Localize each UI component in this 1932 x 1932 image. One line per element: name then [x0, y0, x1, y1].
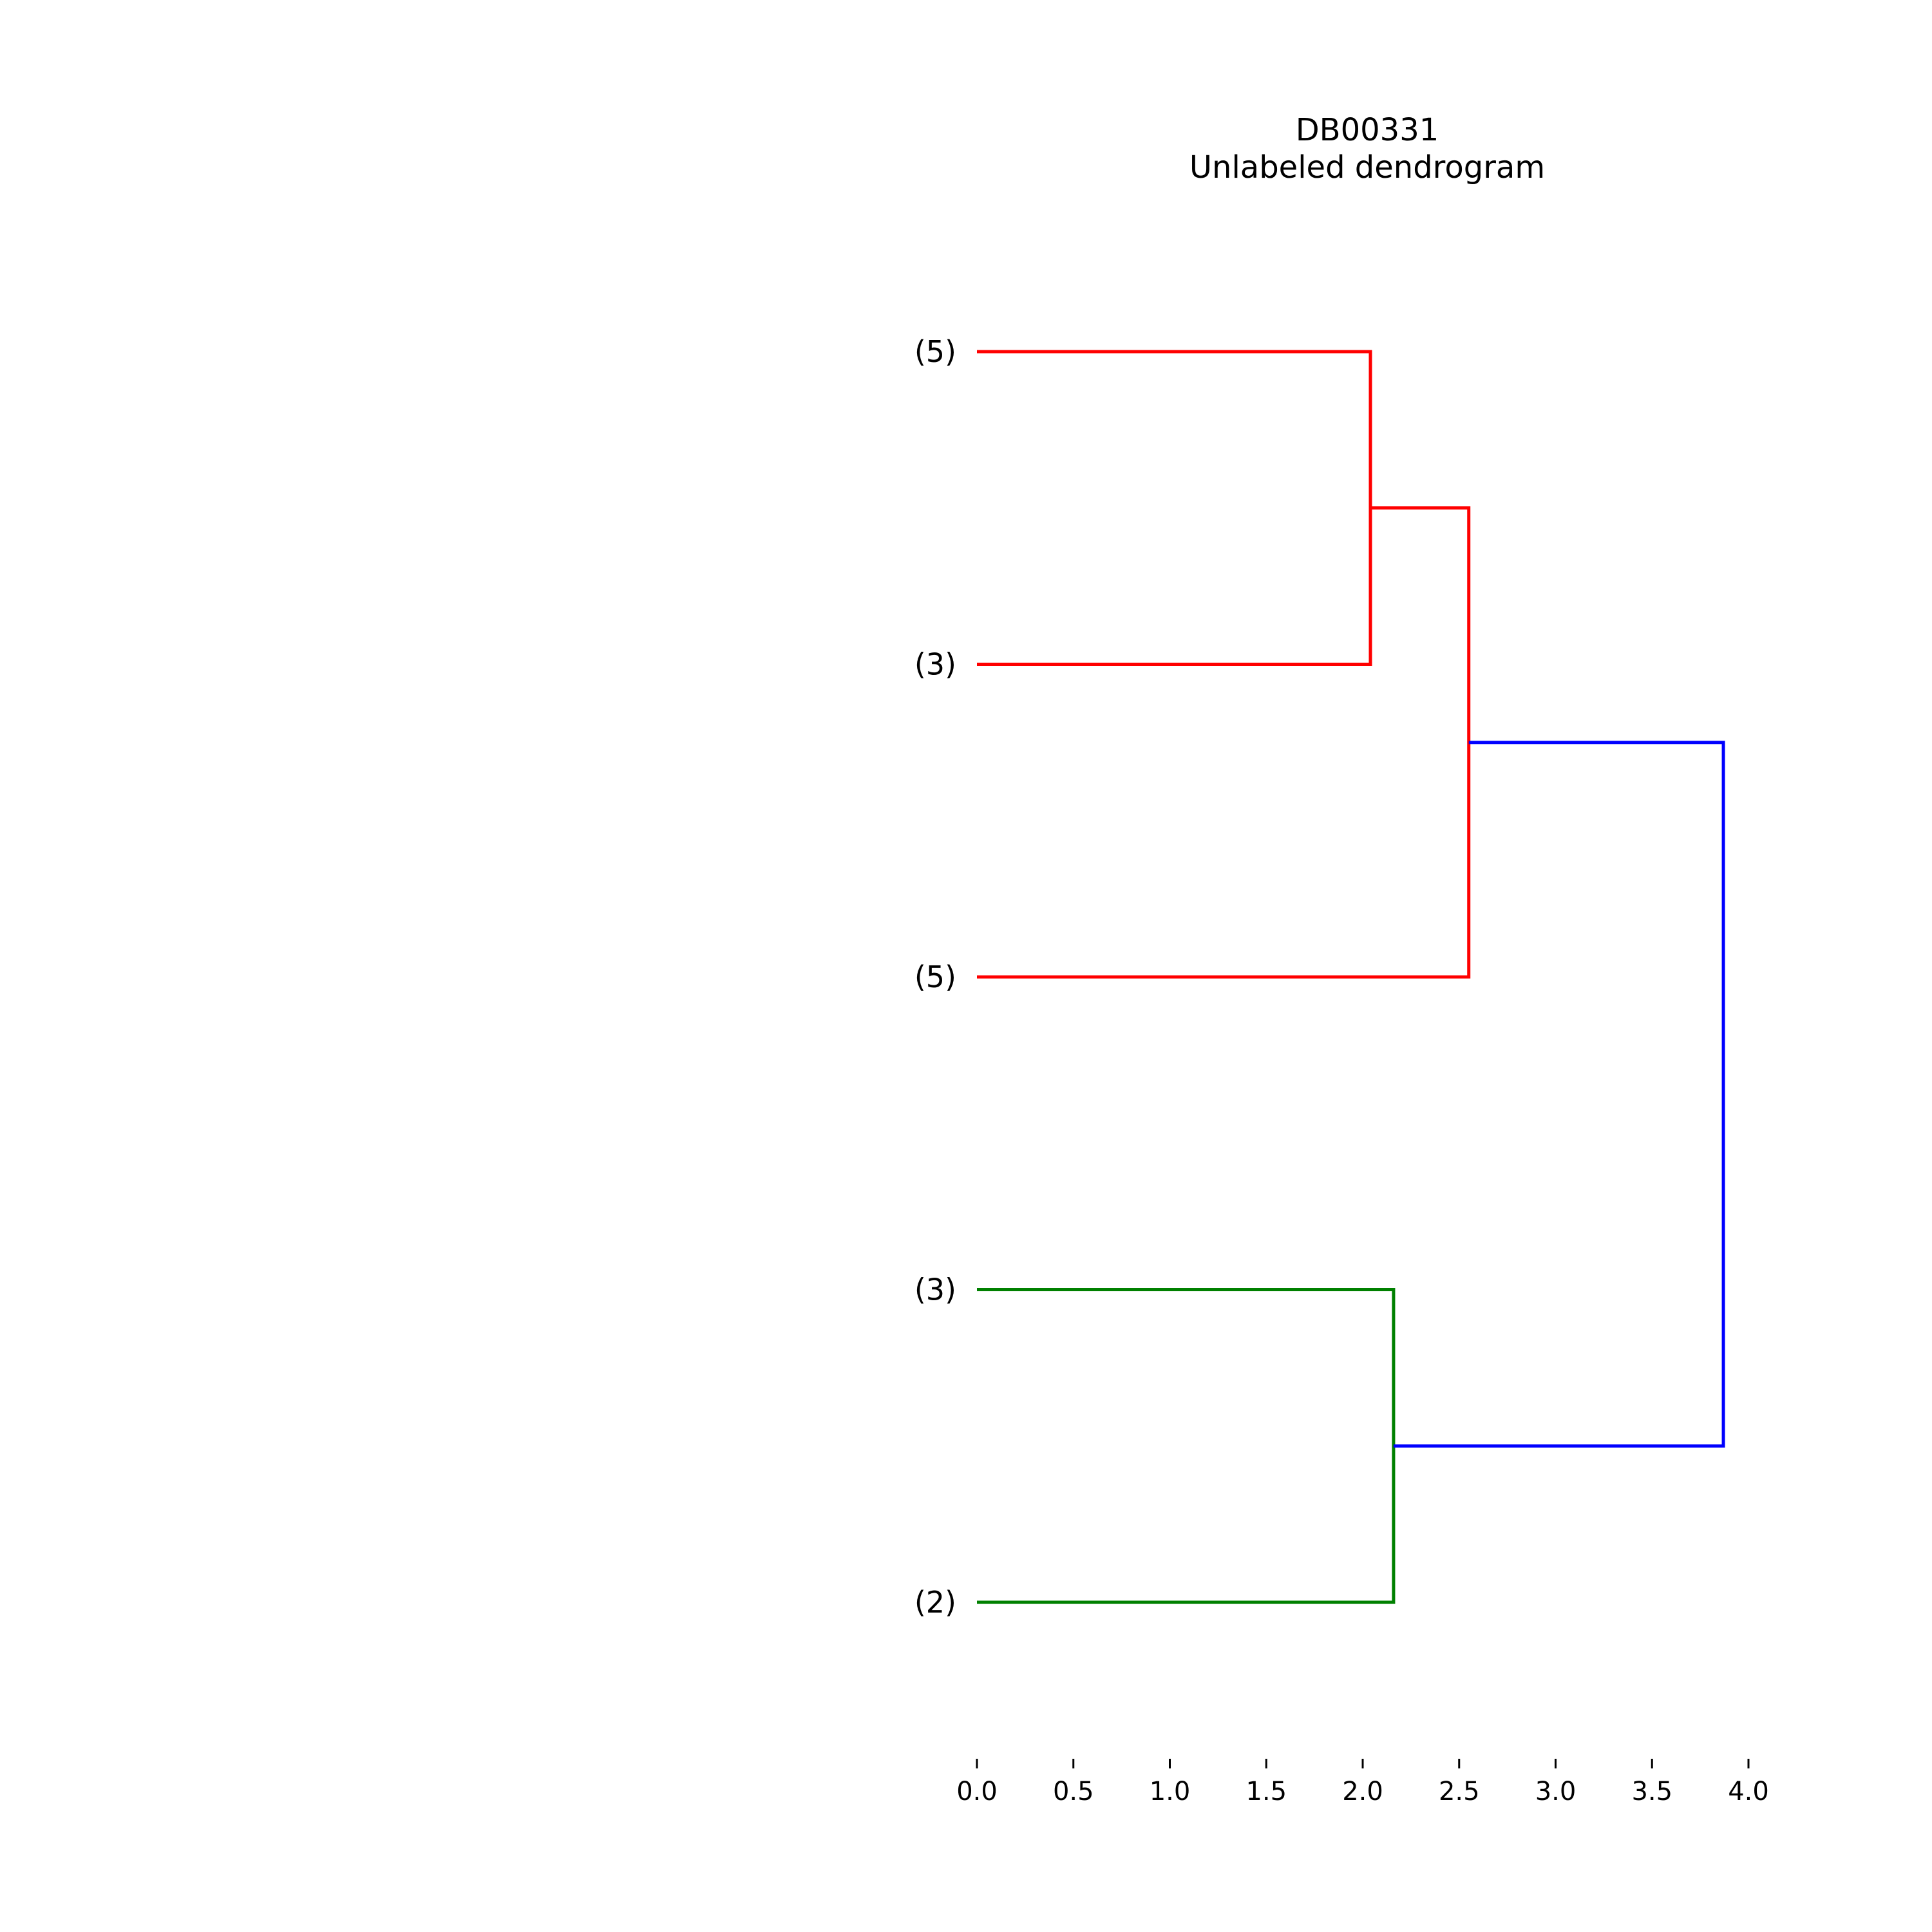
dendrogram-link: [977, 350, 1372, 666]
leaf-label: (3): [914, 1273, 956, 1307]
x-tick-label: 2.5: [1439, 1777, 1480, 1806]
x-tick-label: 2.0: [1342, 1777, 1383, 1806]
leaf-label: (5): [914, 960, 956, 994]
chart-title: DB00331: [1296, 112, 1439, 148]
x-tick-label: 1.0: [1150, 1777, 1191, 1806]
x-axis: 0.0 0.5 1.0 1.5 2.0 2.5 3.0 3.5 4.0: [956, 1759, 1769, 1806]
x-tick-label: 0.0: [956, 1777, 998, 1806]
x-tick-label: 3.5: [1631, 1777, 1672, 1806]
chart-subtitle: Unlabeled dendrogram: [1189, 149, 1545, 185]
dendrogram-link: [977, 506, 1471, 979]
x-tick-label: 1.5: [1245, 1777, 1287, 1806]
leaf-label: (3): [914, 647, 956, 682]
x-tick-label: 0.5: [1053, 1777, 1094, 1806]
dendrogram-links: [977, 350, 1725, 1604]
x-tick-label: 3.0: [1535, 1777, 1577, 1806]
x-tick-label: 4.0: [1728, 1777, 1769, 1806]
leaf-labels: (5) (3) (5) (3) (2): [914, 334, 956, 1620]
leaf-label: (2): [914, 1585, 956, 1620]
dendrogram-link: [1393, 741, 1725, 1448]
leaf-label: (5): [914, 334, 956, 369]
dendrogram-link: [977, 1288, 1396, 1604]
